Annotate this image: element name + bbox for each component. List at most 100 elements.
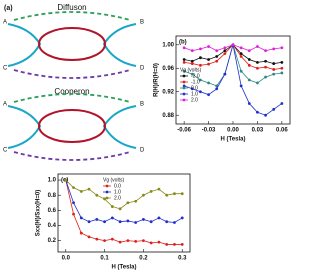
end-label: B xyxy=(140,20,144,26)
data-point xyxy=(72,212,75,216)
y-tick-label: 0.96 xyxy=(162,66,174,72)
data-point xyxy=(110,216,114,220)
data-point xyxy=(272,47,276,51)
x-tick-label: 0.00 xyxy=(227,128,239,134)
x-tick-label: 0.1 xyxy=(100,256,109,262)
plot-frame xyxy=(57,173,191,253)
data-point xyxy=(180,243,184,246)
data-point xyxy=(280,46,284,50)
data-point xyxy=(182,58,186,61)
data-point xyxy=(134,199,138,203)
end-label: B xyxy=(140,102,144,108)
diagram-title: Diffuson xyxy=(57,3,86,12)
data-point xyxy=(126,239,130,243)
data-point xyxy=(280,102,284,105)
data-point xyxy=(247,58,251,61)
legend-label: 2.0 xyxy=(191,97,198,103)
data-point xyxy=(190,49,194,53)
legend-marker xyxy=(105,196,109,200)
data-point xyxy=(190,62,194,65)
end-label: C xyxy=(3,148,8,154)
data-point xyxy=(118,207,122,211)
data-point xyxy=(215,55,219,58)
data-point xyxy=(95,237,99,241)
data-point xyxy=(272,72,276,76)
x-tick-label: 0.03 xyxy=(252,128,264,134)
data-point xyxy=(173,192,176,196)
data-point xyxy=(223,49,227,53)
data-point xyxy=(247,63,251,67)
data-point xyxy=(247,78,251,82)
data-point xyxy=(239,55,243,58)
data-point xyxy=(165,243,169,246)
legend-marker xyxy=(182,80,186,84)
data-point xyxy=(134,239,138,243)
legend-label: -1.0 xyxy=(191,79,200,85)
data-point xyxy=(64,178,68,182)
data-point xyxy=(149,190,153,193)
legend-label: 0.0 xyxy=(114,183,121,189)
data-point xyxy=(72,201,75,205)
data-point xyxy=(280,61,284,64)
data-point xyxy=(126,201,130,205)
data-point xyxy=(142,193,145,197)
data-point xyxy=(190,59,194,63)
x-tick-label: 0.0 xyxy=(62,256,71,262)
legend-label: 1.0 xyxy=(114,189,121,195)
x-tick-label: 0.2 xyxy=(139,256,148,262)
data-point xyxy=(264,75,267,79)
data-point xyxy=(280,71,284,75)
diagram-title: Cooperon xyxy=(54,87,89,96)
x-axis-title: H (Tesla) xyxy=(221,137,246,143)
data-point xyxy=(272,107,276,111)
data-point xyxy=(256,110,259,114)
legend-label: 1.0 xyxy=(191,91,198,97)
data-point xyxy=(118,240,122,244)
data-point xyxy=(247,49,251,53)
data-point xyxy=(264,113,267,117)
data-point xyxy=(79,216,83,220)
end-label: D xyxy=(140,148,145,154)
data-point xyxy=(87,187,91,191)
data-point xyxy=(239,84,243,88)
panel-label: (a) xyxy=(4,5,13,12)
data-point xyxy=(182,84,186,88)
data-point xyxy=(149,220,153,224)
y-tick-label: 0.8 xyxy=(48,193,57,199)
data-point xyxy=(207,93,210,97)
data-point xyxy=(256,66,259,70)
data-point xyxy=(247,102,251,105)
data-point xyxy=(87,235,91,239)
data-point xyxy=(165,193,169,197)
figure: (a) Diffuson A B C D Cooperon A B C D -0… xyxy=(3,3,291,271)
data-point xyxy=(95,193,99,197)
y-axis-title: Sxx(H)/Sxx(H=0) xyxy=(36,190,42,237)
data-point xyxy=(79,231,83,235)
data-point xyxy=(72,186,75,190)
x-tick-label: 0.3 xyxy=(178,256,187,262)
data-point xyxy=(256,45,259,48)
end-label: A xyxy=(3,20,7,26)
series-line xyxy=(65,179,183,245)
data-point xyxy=(264,49,267,53)
data-point xyxy=(149,241,153,245)
data-point xyxy=(142,239,145,243)
data-point xyxy=(95,218,99,221)
data-point xyxy=(272,62,276,65)
end-label: A xyxy=(3,102,7,108)
data-point xyxy=(110,205,114,208)
data-point xyxy=(256,61,259,64)
data-point xyxy=(215,84,219,88)
data-point xyxy=(215,49,219,53)
data-point xyxy=(87,220,91,224)
legend-label: 2.0 xyxy=(114,195,121,201)
data-point xyxy=(223,46,227,50)
panel-label: (b) xyxy=(179,40,187,46)
series-line xyxy=(184,44,282,64)
y-tick-label: 1.0 xyxy=(48,178,57,184)
data-point xyxy=(180,216,184,220)
data-point xyxy=(182,61,186,64)
data-point xyxy=(110,237,114,241)
data-point xyxy=(134,221,138,224)
